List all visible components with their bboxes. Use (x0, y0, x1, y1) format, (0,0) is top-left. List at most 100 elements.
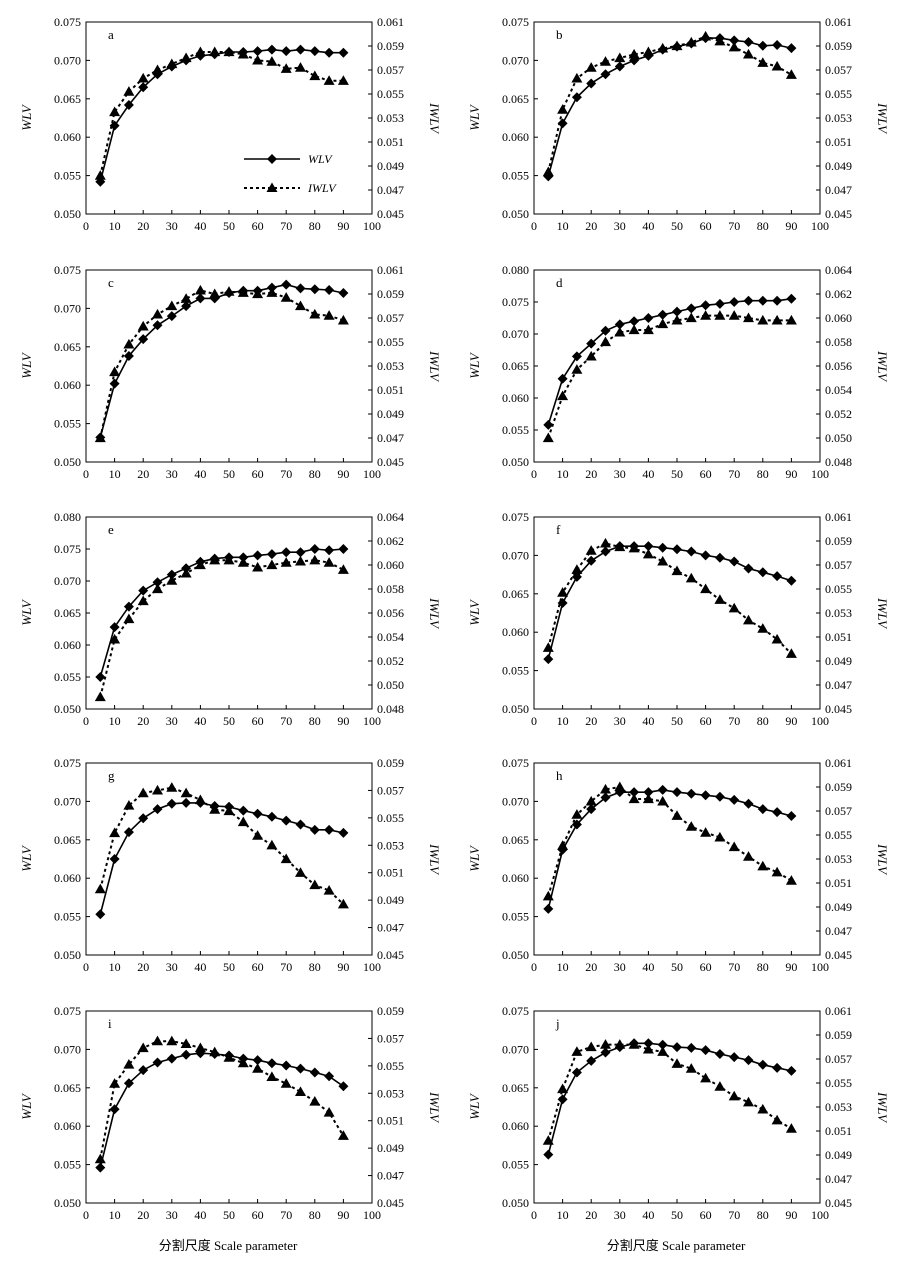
data-point-iwlv (700, 827, 712, 837)
data-point-iwlv (757, 860, 769, 871)
data-point-iwlv (628, 324, 640, 335)
y-right-tick-label: 0.059 (377, 39, 404, 53)
y-right-tick-label: 0.053 (825, 111, 852, 125)
y-left-axis-title: WLV (467, 1092, 482, 1120)
x-tick-label: 80 (309, 219, 321, 233)
data-point-wlv (714, 298, 725, 309)
data-point-wlv (743, 295, 754, 306)
data-point-wlv (686, 546, 697, 557)
data-point-iwlv (166, 575, 178, 585)
y-right-tick-label: 0.047 (377, 431, 404, 445)
data-point-iwlv (295, 555, 306, 566)
y-right-tick-label: 0.061 (825, 510, 852, 524)
x-tick-label: 60 (252, 219, 264, 233)
data-point-iwlv (137, 595, 149, 606)
x-tick-label: 20 (585, 1208, 597, 1222)
y-right-tick-label: 0.045 (825, 702, 852, 716)
y-right-tick-label: 0.053 (377, 111, 404, 125)
y-left-tick-label: 0.050 (54, 455, 81, 469)
x-tick-label: 30 (614, 467, 626, 481)
data-point-iwlv (614, 781, 626, 792)
data-point-wlv (238, 805, 249, 816)
y-right-axis-title: IWLV (427, 350, 442, 383)
data-point-iwlv (642, 548, 654, 559)
x-tick-label: 20 (585, 714, 597, 728)
data-point-wlv (772, 295, 783, 306)
x-tick-label: 30 (614, 219, 626, 233)
y-right-tick-label: 0.062 (825, 287, 852, 301)
y-right-tick-label: 0.056 (825, 359, 852, 373)
y-left-tick-label: 0.075 (502, 15, 529, 29)
y-left-tick-label: 0.075 (54, 15, 81, 29)
x-tick-label: 40 (194, 467, 206, 481)
data-point-wlv (324, 824, 335, 835)
data-point-wlv (571, 1067, 582, 1078)
y-right-tick-label: 0.061 (377, 15, 404, 29)
y-right-tick-label: 0.057 (377, 63, 404, 77)
y-right-tick-label: 0.047 (377, 921, 404, 935)
x-tick-label: 30 (614, 714, 626, 728)
data-point-iwlv (123, 338, 135, 349)
y-right-tick-label: 0.059 (825, 780, 852, 794)
data-point-wlv (586, 1055, 597, 1066)
data-point-iwlv (542, 166, 554, 177)
y-left-tick-label: 0.065 (502, 359, 529, 373)
data-point-iwlv (280, 1078, 292, 1088)
x-tick-label: 40 (194, 714, 206, 728)
y-left-tick-label: 0.055 (54, 910, 81, 924)
legend-label-wlv: WLV (308, 152, 333, 166)
data-point-iwlv (657, 555, 669, 566)
y-right-tick-label: 0.053 (825, 1100, 852, 1114)
data-point-iwlv (94, 1153, 106, 1164)
x-tick-label: 90 (785, 1208, 797, 1222)
x-tick-label: 30 (166, 219, 178, 233)
data-point-wlv (138, 82, 149, 93)
x-tick-label: 90 (785, 219, 797, 233)
x-tick-label: 70 (280, 219, 292, 233)
data-point-iwlv (280, 853, 292, 864)
y-right-tick-label: 0.064 (825, 263, 852, 277)
data-point-iwlv (600, 537, 611, 548)
data-point-iwlv (757, 623, 769, 633)
y-right-tick-label: 0.057 (825, 63, 852, 77)
y-left-tick-label: 0.050 (502, 702, 529, 716)
x-tick-label: 20 (137, 467, 149, 481)
y-right-tick-label: 0.059 (377, 1004, 404, 1018)
data-point-iwlv (685, 36, 697, 47)
x-tick-label: 90 (337, 1208, 349, 1222)
y-left-axis-title: WLV (19, 1092, 34, 1120)
y-right-tick-label: 0.049 (825, 1148, 852, 1162)
data-point-iwlv (700, 583, 712, 594)
data-point-wlv (600, 69, 611, 80)
data-point-wlv (252, 1055, 263, 1066)
data-point-iwlv (685, 1063, 697, 1073)
data-point-iwlv (743, 312, 754, 323)
y-left-tick-label: 0.070 (502, 794, 529, 808)
data-point-iwlv (785, 314, 797, 325)
y-right-tick-label: 0.057 (377, 783, 404, 797)
data-point-wlv (252, 808, 263, 819)
y-right-axis-title: IWLV (875, 597, 890, 630)
data-point-iwlv (700, 1072, 712, 1083)
x-tick-label: 100 (363, 219, 381, 233)
data-point-iwlv (671, 314, 683, 325)
data-point-wlv (729, 1052, 740, 1063)
data-point-wlv (123, 99, 134, 110)
data-point-iwlv (237, 557, 249, 567)
data-point-wlv (557, 373, 568, 384)
data-point-iwlv (671, 565, 683, 576)
y-left-axis-title: WLV (467, 598, 482, 626)
data-point-wlv (109, 622, 120, 633)
data-point-wlv (743, 563, 754, 574)
data-point-iwlv (209, 46, 221, 57)
data-point-iwlv (785, 69, 797, 79)
x-tick-label: 0 (531, 219, 537, 233)
y-right-tick-label: 0.064 (377, 510, 404, 524)
y-right-tick-label: 0.051 (377, 866, 404, 880)
y-right-tick-label: 0.047 (377, 1169, 404, 1183)
data-point-wlv (672, 787, 682, 798)
panel-b: 0 10 20 30 40 50 60 70 80 90 100 0.050 0.055 0.060 0.0… (467, 15, 890, 233)
data-point-iwlv (728, 841, 740, 852)
x-tick-label: 70 (728, 467, 740, 481)
data-point-iwlv (628, 793, 640, 804)
